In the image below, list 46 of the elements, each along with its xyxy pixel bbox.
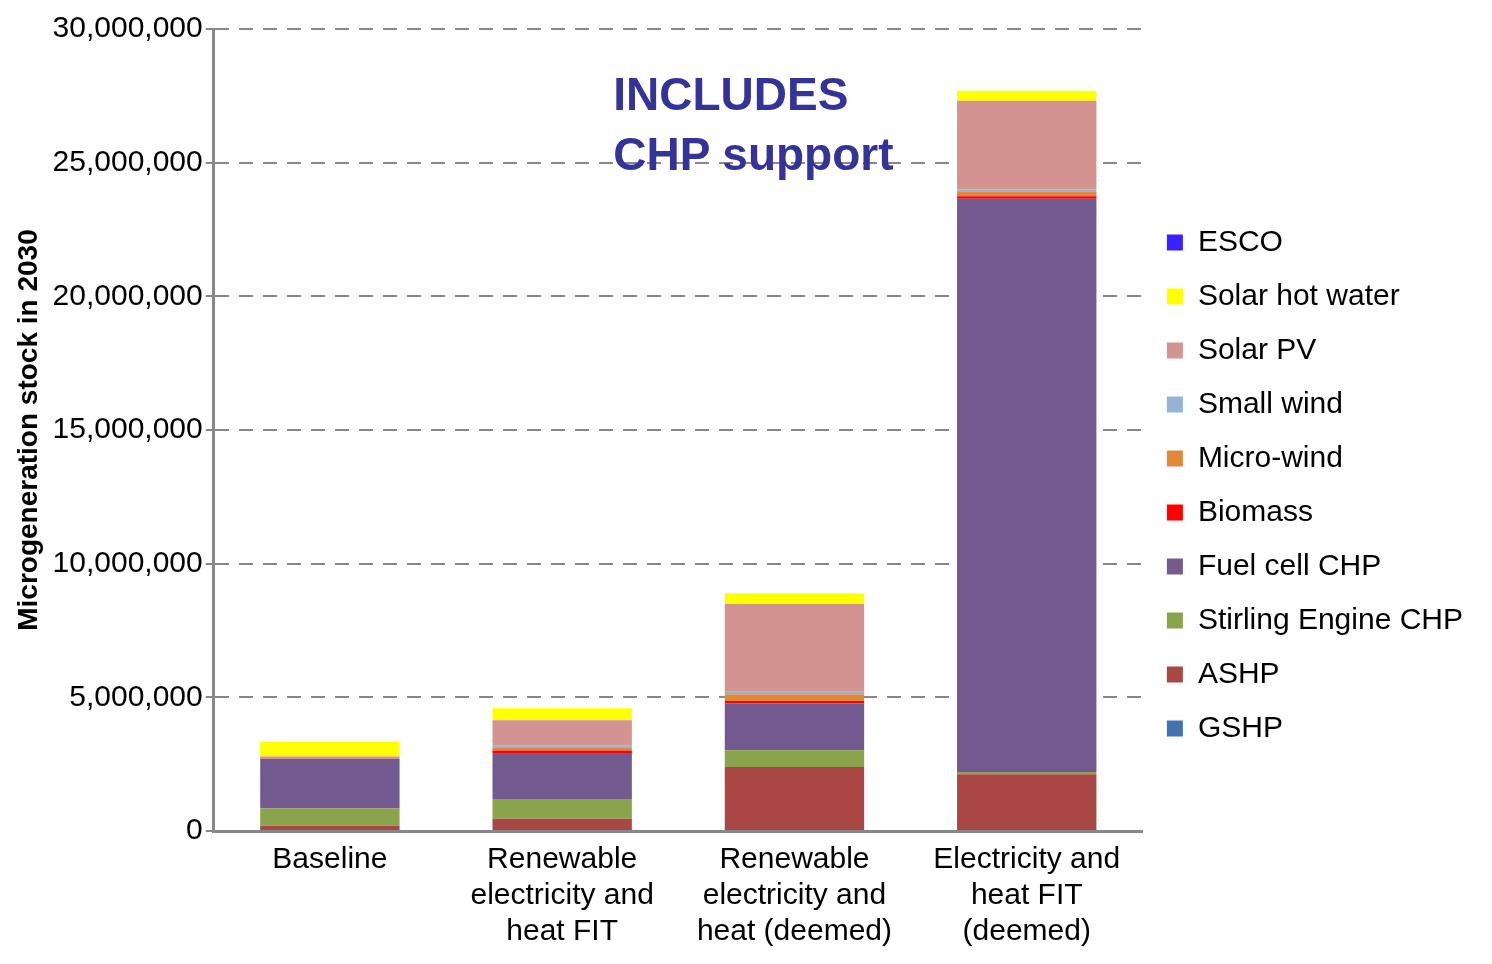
bar <box>724 767 865 830</box>
bar <box>492 798 632 819</box>
bar <box>957 192 1097 197</box>
bar <box>492 708 632 721</box>
y-tick-label: 20,000,000 <box>52 277 203 311</box>
bar <box>260 756 400 760</box>
x-tick-label: Electricity and heat FIT (deemed) <box>933 841 1121 947</box>
legend-label: Biomass <box>1197 493 1313 527</box>
bar <box>492 752 632 799</box>
y-tick-label: 15,000,000 <box>52 411 203 445</box>
bar <box>492 818 632 830</box>
bar <box>260 808 400 826</box>
legend-label: Solar PV <box>1197 331 1317 365</box>
x-tick-label: Renewable electricity and heat FIT <box>470 841 654 947</box>
bar <box>492 720 632 746</box>
y-tick-label: 30,000,000 <box>52 10 203 44</box>
bar <box>724 703 865 751</box>
legend-label: ESCO <box>1197 223 1283 257</box>
bar <box>957 774 1097 830</box>
y-tick-label: 10,000,000 <box>52 544 203 578</box>
bar <box>260 825 400 830</box>
y-axis-title: Microgeneration stock in 2030 <box>11 229 43 631</box>
y-tick-label: 25,000,000 <box>52 143 203 177</box>
bar <box>957 90 1097 101</box>
legend-label: Micro-wind <box>1197 439 1343 473</box>
annotation: INCLUDES CHP support <box>613 67 894 180</box>
bar <box>724 750 865 768</box>
legend-label: Fuel cell CHP <box>1197 547 1382 581</box>
legend-label: Stirling Engine CHP <box>1197 601 1463 635</box>
bar <box>957 189 1097 193</box>
bar <box>957 196 1097 199</box>
bar <box>260 741 400 757</box>
x-tick-label: Baseline <box>272 841 388 875</box>
legend-label: ASHP <box>1197 655 1280 689</box>
y-tick-label: 5,000,000 <box>69 678 203 712</box>
bar <box>724 604 865 692</box>
bar <box>724 593 865 605</box>
legend-label: Solar hot water <box>1197 277 1400 311</box>
bar <box>260 759 400 809</box>
legend-label: GSHP <box>1197 709 1283 743</box>
bar <box>957 100 1097 190</box>
legend-label: Small wind <box>1197 385 1343 419</box>
bar <box>957 198 1097 772</box>
bar <box>724 694 865 702</box>
x-tick-label: Renewable electricity and heat (deemed) <box>696 841 893 947</box>
y-tick-label: 0 <box>186 812 203 846</box>
